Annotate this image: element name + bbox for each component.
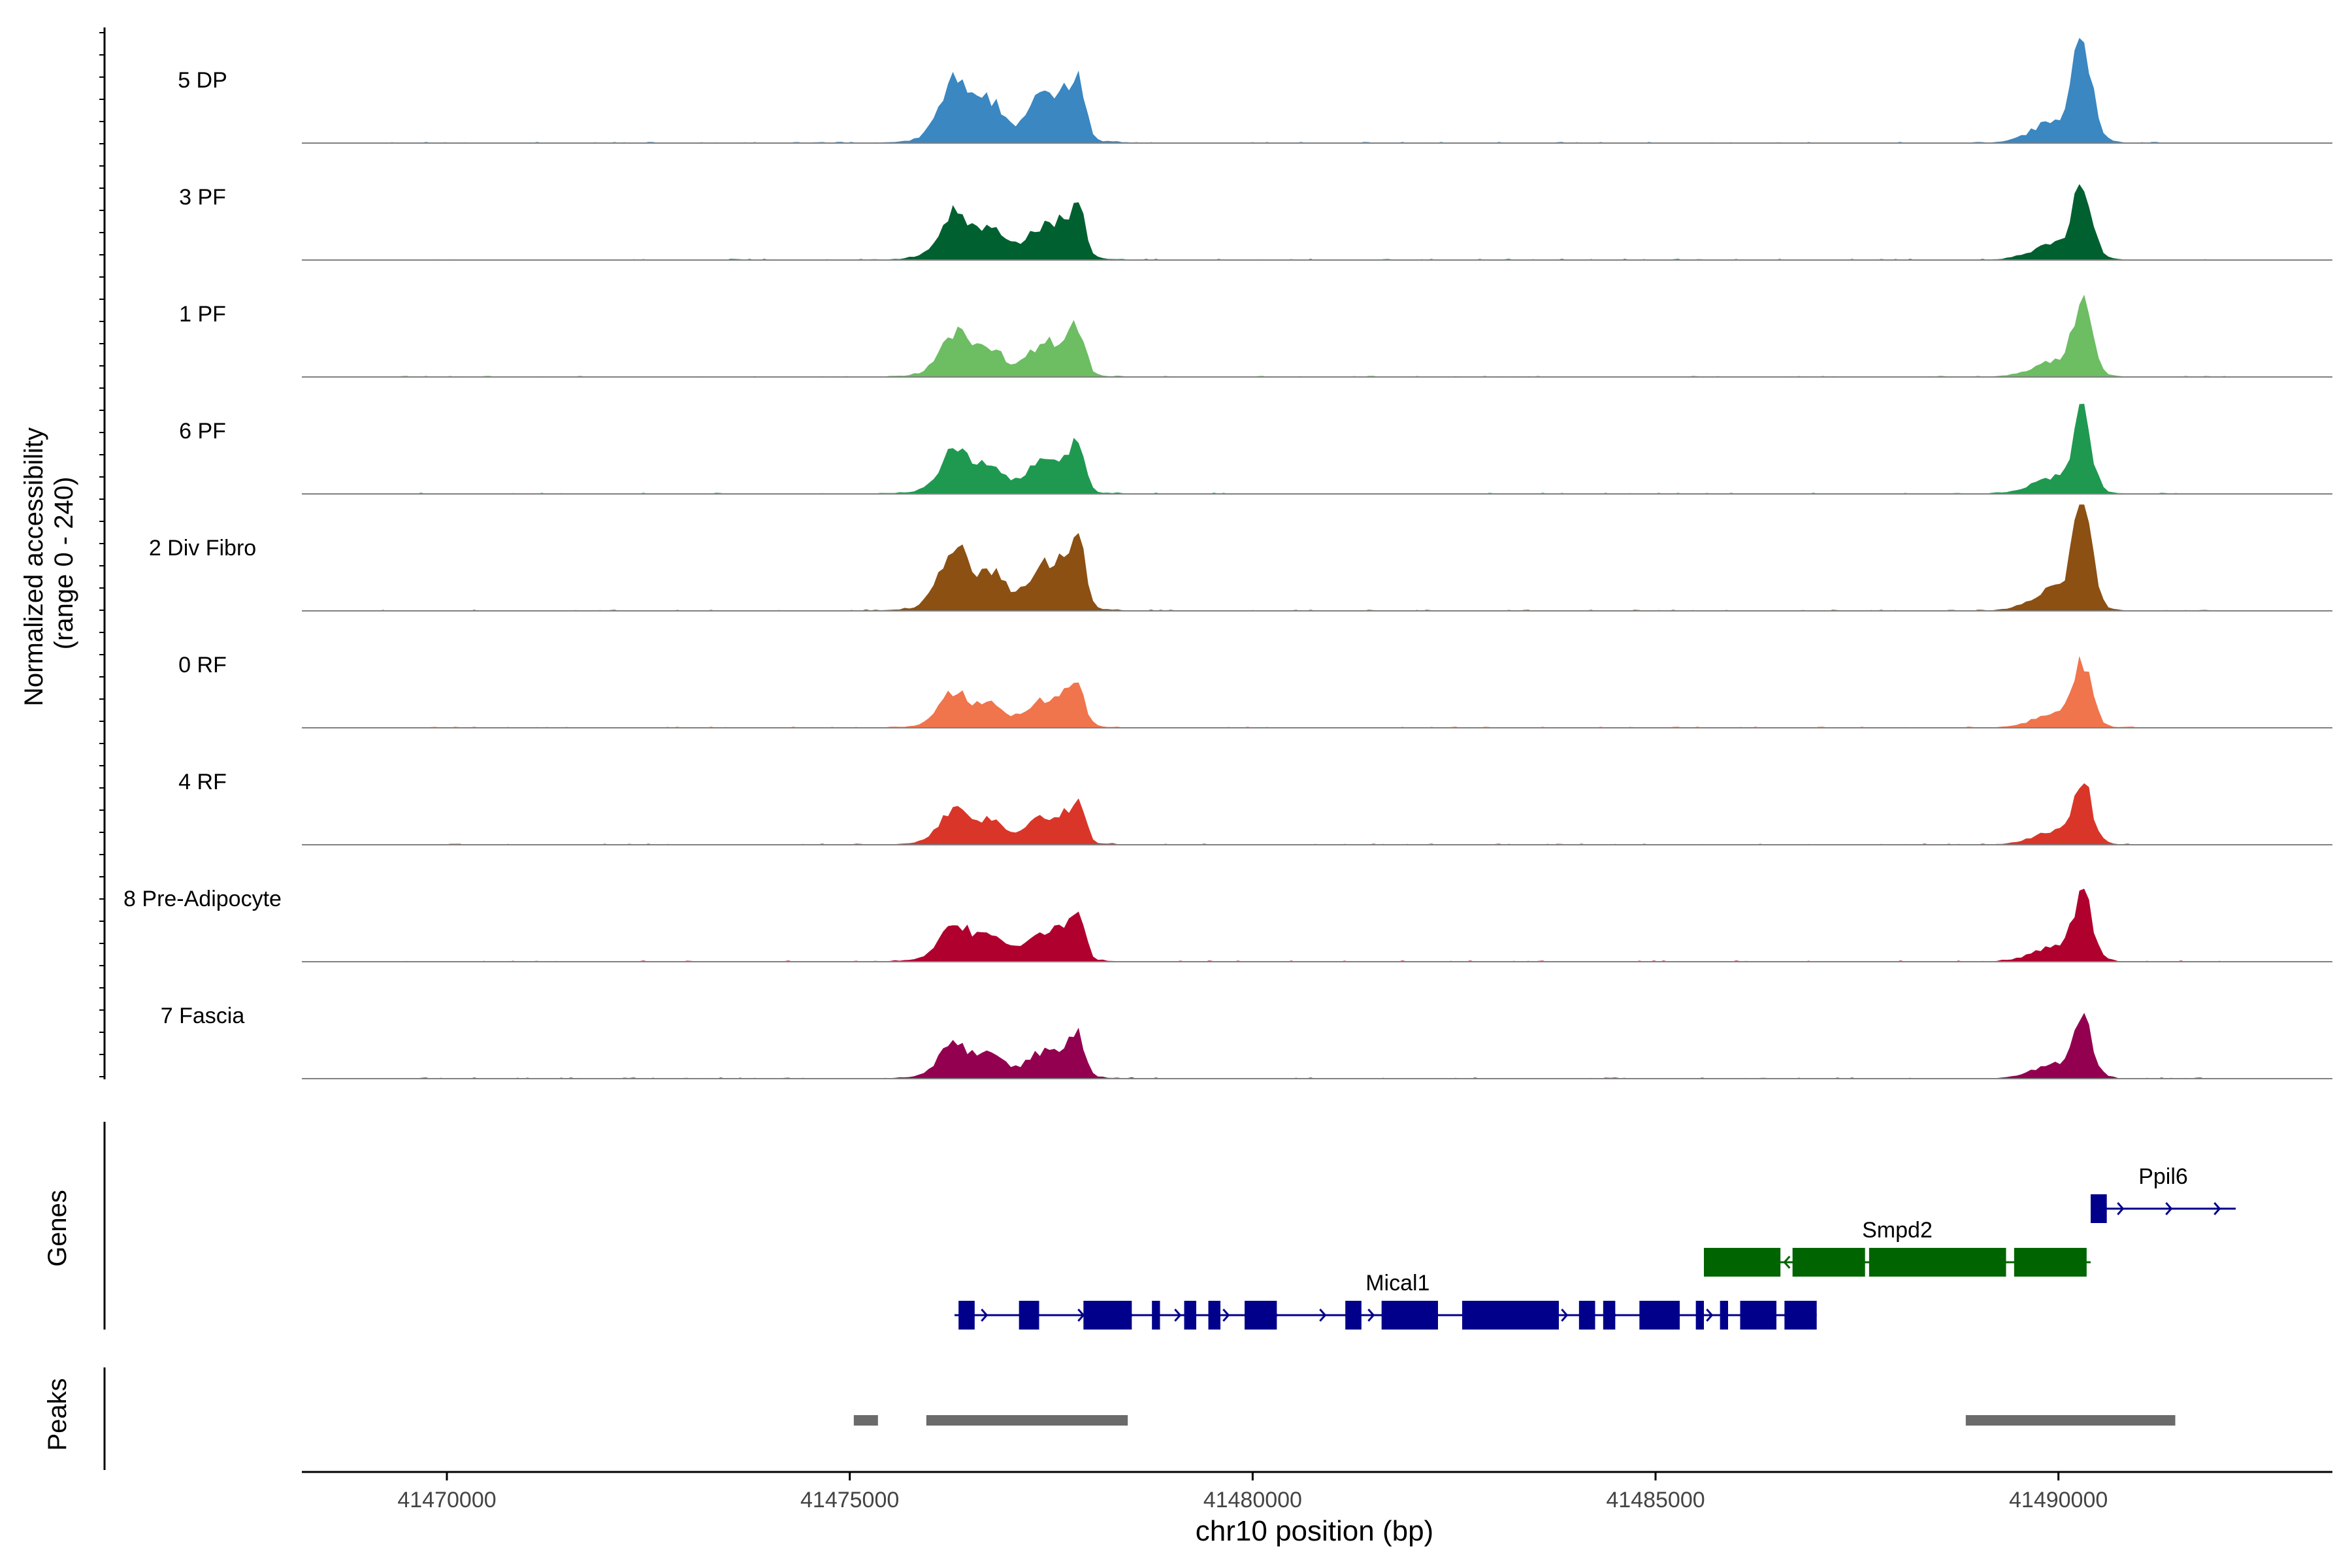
track-4-rf: 4 RF bbox=[178, 770, 2332, 845]
gene-exon bbox=[2014, 1248, 2087, 1277]
gene-exon bbox=[1245, 1301, 1277, 1330]
track-label: 3 PF bbox=[179, 185, 226, 210]
gene-mical1: Mical1 bbox=[955, 1271, 1817, 1330]
coverage-area bbox=[382, 889, 2228, 962]
gene-label: Smpd2 bbox=[1862, 1218, 1933, 1243]
gene-ppil6: Ppil6 bbox=[2091, 1164, 2236, 1223]
x-tick-label: 41485000 bbox=[1606, 1488, 1705, 1512]
strand-arrow bbox=[1367, 1309, 1375, 1322]
gene-exon bbox=[1720, 1301, 1728, 1330]
gene-exon bbox=[1695, 1301, 1704, 1330]
track-2-div-fibro: 2 Div Fibro bbox=[149, 504, 2332, 612]
gene-exon bbox=[1381, 1301, 1438, 1330]
coverage-tracks: 5 DP 3 PF 1 PF 6 PF 2 Div Fibro 0 RF 4 RF 8 Pre… bbox=[123, 38, 2332, 1079]
strand-arrow bbox=[2165, 1202, 2173, 1215]
coverage-area bbox=[382, 38, 2228, 143]
strand-arrow bbox=[1174, 1309, 1182, 1322]
peak-region bbox=[926, 1415, 1128, 1426]
gene-exon bbox=[1704, 1248, 1781, 1277]
gene-exon bbox=[1345, 1301, 1362, 1330]
gene-exon bbox=[1578, 1301, 1595, 1330]
gene-exon bbox=[1740, 1301, 1776, 1330]
track-label: 2 Div Fibro bbox=[149, 536, 256, 561]
strand-arrow bbox=[1222, 1309, 1230, 1322]
y-axis-label-line2: (range 0 - 240) bbox=[50, 477, 78, 650]
y-axis-label: Normalized accessibility (range 0 - 240) bbox=[20, 420, 78, 706]
coverage-area bbox=[382, 656, 2228, 728]
strand-arrow bbox=[2213, 1202, 2221, 1215]
genes-track-label: Genes bbox=[43, 1190, 72, 1267]
gene-exon bbox=[1019, 1301, 1039, 1330]
strand-arrow bbox=[981, 1309, 988, 1322]
y-axis-label-line1: Normalized accessibility bbox=[20, 427, 48, 706]
gene-exon bbox=[1784, 1301, 1817, 1330]
gene-exon bbox=[1603, 1301, 1616, 1330]
coverage-area bbox=[382, 295, 2228, 377]
coverage-area bbox=[382, 184, 2228, 260]
strand-arrow bbox=[2117, 1202, 2125, 1215]
coverage-area bbox=[382, 404, 2228, 494]
track-label: 8 Pre-Adipocyte bbox=[123, 887, 282, 911]
track-1-pf: 1 PF bbox=[179, 295, 2332, 378]
gene-label: Ppil6 bbox=[2138, 1164, 2188, 1189]
x-tick-label: 41490000 bbox=[2009, 1488, 2108, 1512]
x-tick-label: 41480000 bbox=[1203, 1488, 1302, 1512]
x-axis: 41470000 41475000 41480000 41485000 41490000 bbox=[302, 1471, 2332, 1512]
x-tick-label: 41470000 bbox=[397, 1488, 496, 1512]
gene-exon bbox=[1184, 1301, 1196, 1330]
track-5-dp: 5 DP bbox=[178, 38, 2332, 144]
peak-region bbox=[853, 1415, 878, 1426]
track-0-rf: 0 RF bbox=[178, 653, 2332, 728]
gene-smpd2: Smpd2 bbox=[1704, 1218, 2091, 1277]
track-label: 0 RF bbox=[178, 653, 227, 678]
coverage-area bbox=[382, 783, 2228, 845]
x-axis-label: chr10 position (bp) bbox=[1196, 1515, 1433, 1547]
coverage-y-axis bbox=[99, 27, 106, 1079]
track-7-fascia: 7 Fascia bbox=[161, 1004, 2332, 1079]
gene-exon bbox=[2091, 1194, 2107, 1223]
strand-arrow bbox=[1706, 1309, 1714, 1322]
track-3-pf: 3 PF bbox=[179, 184, 2332, 261]
peaks-track bbox=[103, 1367, 2176, 1470]
peaks-track-label: Peaks bbox=[43, 1378, 72, 1450]
strand-arrow bbox=[1319, 1309, 1327, 1322]
gene-exon bbox=[1462, 1301, 1559, 1330]
track-label: 5 DP bbox=[178, 68, 227, 93]
x-tick-label: 41475000 bbox=[800, 1488, 899, 1512]
genes-track: Ppil6 Smpd2 Mical1 bbox=[103, 1122, 2236, 1330]
track-label: 7 Fascia bbox=[161, 1004, 245, 1028]
gene-exon bbox=[1152, 1301, 1160, 1330]
strand-arrow bbox=[1561, 1309, 1569, 1322]
track-8-pre-adipocyte: 8 Pre-Adipocyte bbox=[123, 887, 2332, 962]
strand-arrow bbox=[1783, 1256, 1791, 1269]
coverage-area bbox=[382, 1013, 2228, 1079]
track-label: 6 PF bbox=[179, 419, 226, 444]
gene-exon bbox=[1792, 1248, 1865, 1277]
track-label: 4 RF bbox=[178, 770, 227, 794]
track-6-pf: 6 PF bbox=[179, 404, 2332, 495]
gene-label: Mical1 bbox=[1365, 1271, 1429, 1296]
gene-exon bbox=[1208, 1301, 1220, 1330]
gene-exon bbox=[958, 1301, 975, 1330]
track-label: 1 PF bbox=[179, 302, 226, 327]
gene-exon bbox=[1639, 1301, 1680, 1330]
coverage-area bbox=[382, 504, 2228, 611]
peak-region bbox=[1965, 1415, 2176, 1426]
gene-exon bbox=[1869, 1248, 2006, 1277]
gene-exon bbox=[1083, 1301, 1132, 1330]
